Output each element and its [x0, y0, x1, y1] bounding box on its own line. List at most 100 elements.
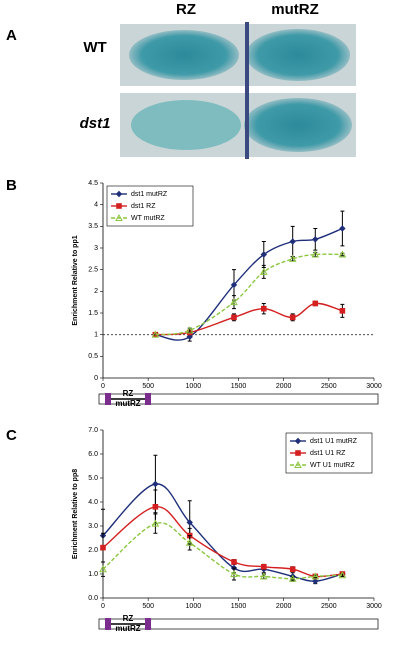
marker [152, 480, 159, 488]
marker [260, 305, 267, 312]
exon [105, 618, 111, 630]
x-tick-label: 500 [142, 603, 154, 610]
x-tick-label: 3000 [366, 603, 382, 610]
y-tick-label: 5.0 [88, 475, 98, 482]
marker [311, 250, 320, 258]
y-tick-label: 4 [94, 202, 98, 209]
gene-body [98, 618, 379, 630]
marker [185, 326, 194, 334]
y-tick-label: 1 [94, 332, 98, 339]
panel-a: A RZ mutRZ WT dst1 [6, 1, 356, 159]
marker [295, 450, 301, 456]
exon [145, 618, 151, 630]
y-axis-label: Enrichment Relative to pp8 [72, 469, 79, 559]
y-tick-label: 0.0 [88, 595, 98, 602]
series-line [155, 253, 343, 336]
x-tick-label: 1000 [186, 383, 202, 390]
marker [115, 213, 123, 221]
x-tick-label: 0 [101, 603, 105, 610]
chart: B Enrichment Relative to pp1 0 0.5 1 1.5 2 2.5 3… [6, 177, 382, 408]
x-tick-label: 2000 [276, 603, 292, 610]
x-tick-label: 3000 [366, 383, 382, 390]
diagram-label: RZ [123, 389, 134, 398]
marker [260, 251, 267, 258]
marker [115, 190, 123, 198]
marker [338, 571, 347, 579]
diagram-label: mutRZ [115, 399, 140, 408]
gene-body [98, 393, 379, 405]
legend-label: dst1 mutRZ [131, 191, 168, 198]
marker [230, 298, 238, 306]
y-tick-label: 2 [94, 288, 98, 295]
legend-label: WT U1 mutRZ [310, 462, 355, 469]
diagram-label: mutRZ [115, 624, 140, 633]
marker [288, 574, 297, 582]
chart: C Enrichment Relative to pp8 0.0 1.0 2.0 3.0 4… [6, 427, 382, 633]
y-tick-label: 2.0 [88, 547, 98, 554]
marker [339, 308, 346, 314]
marker [289, 238, 296, 245]
y-tick-label: 0 [94, 375, 98, 382]
column-label: RZ [176, 1, 196, 18]
x-tick-label: 500 [142, 383, 154, 390]
marker [185, 538, 194, 546]
x-tick-label: 2000 [276, 383, 292, 390]
marker [338, 250, 347, 258]
marker [100, 544, 106, 551]
y-tick-label: 3.0 [88, 523, 98, 530]
row-label: dst1 [80, 115, 111, 132]
marker [289, 314, 296, 321]
panel-label: C [6, 427, 17, 444]
marker [259, 572, 268, 580]
y-tick-label: 1.0 [88, 571, 98, 578]
exon [105, 393, 111, 405]
exon [145, 393, 151, 405]
marker [230, 281, 238, 289]
marker [289, 566, 296, 572]
y-tick-label: 4.5 [88, 180, 98, 187]
y-tick-label: 3.5 [88, 223, 98, 230]
marker [288, 254, 297, 262]
marker [186, 333, 193, 341]
series-line [155, 302, 343, 336]
series-line [102, 506, 343, 578]
colony [246, 29, 350, 81]
diagram-label: RZ [123, 614, 134, 623]
marker [339, 225, 346, 232]
marker [230, 569, 238, 577]
marker [151, 330, 160, 338]
legend-label: dst1 RZ [131, 203, 156, 210]
marker [186, 519, 193, 526]
y-tick-label: 6.0 [88, 451, 98, 458]
marker [116, 203, 122, 209]
x-tick-label: 2500 [321, 383, 337, 390]
y-axis-label: Enrichment Relative to pp1 [72, 235, 79, 325]
colony [129, 30, 239, 80]
y-tick-label: 7.0 [88, 427, 98, 434]
marker [294, 460, 302, 468]
series-line [155, 227, 343, 341]
y-tick-label: 4.0 [88, 499, 98, 506]
series-line [102, 522, 343, 580]
marker [151, 519, 160, 527]
panel-label: B [6, 177, 17, 194]
x-tick-label: 1000 [186, 603, 202, 610]
x-tick-label: 2500 [321, 603, 337, 610]
panel-label: A [6, 27, 17, 44]
marker [231, 559, 237, 565]
legend-label: dst1 U1 RZ [310, 450, 346, 457]
column-label: mutRZ [271, 1, 319, 18]
marker [259, 267, 268, 275]
x-tick-label: 1500 [231, 603, 247, 610]
legend-label: WT mutRZ [131, 215, 165, 222]
y-tick-label: 1.5 [88, 310, 98, 317]
x-tick-label: 0 [101, 383, 105, 390]
marker [260, 564, 267, 570]
marker [312, 236, 319, 243]
y-tick-label: 3 [94, 245, 98, 252]
divider [245, 22, 249, 159]
marker [311, 572, 320, 580]
legend-label: dst1 U1 mutRZ [310, 438, 358, 445]
marker [294, 437, 302, 445]
